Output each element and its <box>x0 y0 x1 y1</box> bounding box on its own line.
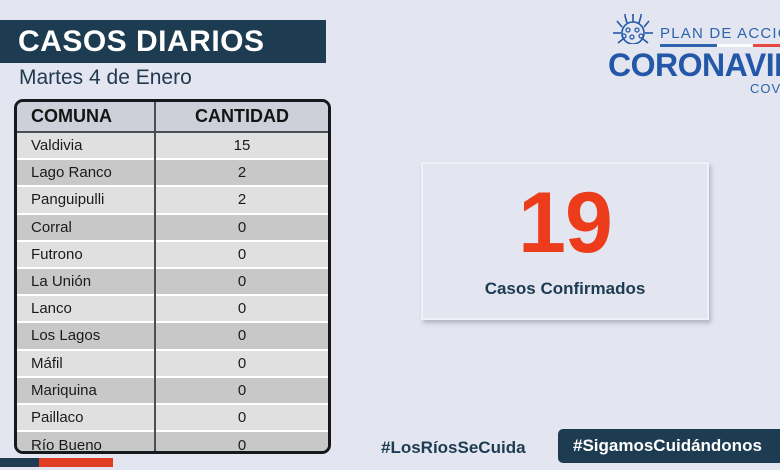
table-row: Río Bueno 0 <box>17 430 328 451</box>
logo-top-row: PLAN DE ACCIÓN <box>610 14 780 44</box>
cell-comuna: Los Lagos <box>17 321 156 350</box>
column-header-comuna: COMUNA <box>17 102 156 133</box>
cell-cantidad: 2 <box>155 158 328 187</box>
daily-cases-table: COMUNA CANTIDAD Valdivia 15 Lago Ranco 2 Pan… <box>17 102 328 451</box>
table-row: Valdivia 15 <box>17 130 328 160</box>
table-header: COMUNA CANTIDAD <box>17 102 328 133</box>
confirmed-cases-count: 19 <box>518 175 613 272</box>
cell-comuna: Lanco <box>17 294 156 323</box>
table-row: Futrono 0 <box>17 239 328 268</box>
confirmed-cases-panel: 19 Casos Confirmados <box>421 162 709 320</box>
table-row: Panguipulli 2 <box>17 185 328 214</box>
cell-cantidad: 0 <box>155 239 328 268</box>
cell-comuna: Mariquina <box>17 375 156 404</box>
hashtag-sigamoscuidandonos-box: #SigamosCuidándonos <box>558 429 780 463</box>
cell-comuna: Río Bueno <box>17 430 156 451</box>
cell-cantidad: 15 <box>155 130 328 160</box>
hashtag-losriossecuida: #LosRíosSeCuida <box>381 438 526 457</box>
daily-cases-table-container: COMUNA CANTIDAD Valdivia 15 Lago Ranco 2 Pan… <box>14 99 331 454</box>
chile-flag-rule <box>660 44 780 47</box>
cell-comuna: Valdivia <box>17 130 156 160</box>
cell-comuna: Máfil <box>17 348 156 377</box>
page-title-bar: CASOS DIARIOS <box>0 20 326 63</box>
cell-cantidad: 2 <box>155 185 328 214</box>
cell-comuna: Panguipulli <box>17 185 156 214</box>
table-row: Lago Ranco 2 <box>17 158 328 187</box>
cell-cantidad: 0 <box>155 321 328 350</box>
cell-comuna: La Unión <box>17 266 156 296</box>
table-row: La Unión 0 <box>17 266 328 296</box>
cell-cantidad: 0 <box>155 348 328 377</box>
table-row: Los Lagos 0 <box>17 321 328 350</box>
table-row: Corral 0 <box>17 212 328 241</box>
coronavirus-plan-logo: PLAN DE ACCIÓN CORONAVIRUS COVID-19 <box>608 8 780 96</box>
table-row: Mariquina 0 <box>17 375 328 404</box>
page-subtitle-date: Martes 4 de Enero <box>19 66 192 89</box>
confirmed-cases-label: Casos Confirmados <box>484 278 646 298</box>
table-header-row: COMUNA CANTIDAD <box>17 102 328 133</box>
table-row: Máfil 0 <box>17 348 328 377</box>
logo-plan-text: PLAN DE ACCIÓN <box>660 25 780 42</box>
page-title: CASOS DIARIOS <box>18 24 265 58</box>
cell-comuna: Lago Ranco <box>17 158 156 187</box>
cell-comuna: Futrono <box>17 239 156 268</box>
cell-cantidad: 0 <box>155 430 328 451</box>
cell-comuna: Paillaco <box>17 402 156 432</box>
table-row: Lanco 0 <box>17 294 328 323</box>
cell-cantidad: 0 <box>155 375 328 404</box>
hashtag-sigamoscuidandonos-label: #SigamosCuidándonos <box>573 436 762 455</box>
column-header-cantidad: CANTIDAD <box>155 102 328 133</box>
table-body: Valdivia 15 Lago Ranco 2 Panguipulli 2 Corral 0… <box>17 130 328 451</box>
cell-comuna: Corral <box>17 212 156 241</box>
table-row: Paillaco 0 <box>17 402 328 432</box>
cell-cantidad: 0 <box>155 212 328 241</box>
coronavirus-particle-icon <box>610 14 656 44</box>
cell-cantidad: 0 <box>155 402 328 432</box>
logo-coronavirus-wordmark: CORONAVIRUS <box>608 47 780 83</box>
logo-covid19-text: COVID-19 <box>750 81 780 96</box>
cell-cantidad: 0 <box>155 294 328 323</box>
cell-cantidad: 0 <box>155 266 328 296</box>
accent-bar-red <box>39 458 113 467</box>
accent-bar-navy <box>0 458 39 467</box>
